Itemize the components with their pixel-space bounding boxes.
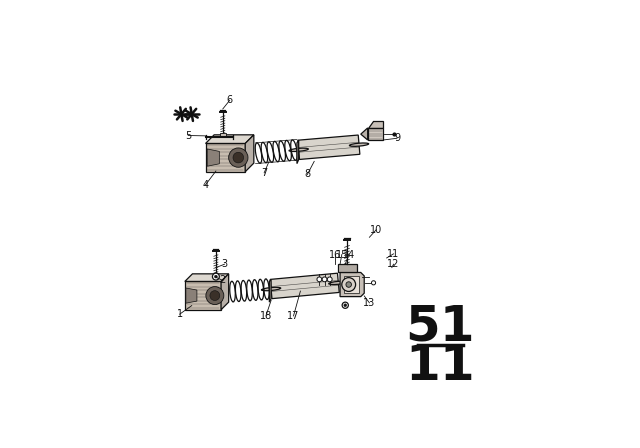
Circle shape bbox=[210, 291, 220, 301]
Ellipse shape bbox=[262, 287, 281, 291]
Circle shape bbox=[233, 152, 244, 163]
Circle shape bbox=[206, 287, 224, 305]
Text: 51: 51 bbox=[405, 302, 475, 350]
Text: 15: 15 bbox=[335, 250, 348, 259]
Circle shape bbox=[346, 282, 351, 287]
Polygon shape bbox=[185, 281, 221, 310]
Text: 11: 11 bbox=[405, 342, 475, 390]
Circle shape bbox=[322, 277, 327, 282]
Circle shape bbox=[327, 277, 332, 282]
Polygon shape bbox=[221, 274, 228, 310]
Text: 17: 17 bbox=[287, 311, 300, 321]
Polygon shape bbox=[245, 135, 254, 172]
Circle shape bbox=[317, 277, 322, 282]
Circle shape bbox=[228, 148, 248, 167]
Circle shape bbox=[371, 281, 376, 285]
Polygon shape bbox=[367, 121, 383, 128]
Text: 18: 18 bbox=[260, 311, 272, 321]
Text: 16: 16 bbox=[329, 250, 341, 259]
Polygon shape bbox=[207, 149, 220, 166]
Polygon shape bbox=[186, 288, 197, 303]
Text: 7: 7 bbox=[261, 168, 268, 178]
Polygon shape bbox=[269, 280, 271, 302]
Text: 12: 12 bbox=[387, 259, 400, 269]
Polygon shape bbox=[205, 143, 245, 172]
Polygon shape bbox=[297, 140, 299, 164]
Text: 4: 4 bbox=[202, 180, 209, 190]
Text: 13: 13 bbox=[364, 298, 376, 308]
Polygon shape bbox=[220, 134, 226, 136]
Ellipse shape bbox=[329, 281, 348, 284]
Ellipse shape bbox=[289, 148, 308, 151]
Text: 14: 14 bbox=[342, 250, 355, 259]
Text: 11: 11 bbox=[387, 249, 399, 259]
Bar bbox=[298, 135, 360, 159]
Polygon shape bbox=[367, 128, 383, 140]
Text: 6: 6 bbox=[227, 95, 233, 105]
Circle shape bbox=[344, 304, 347, 306]
Circle shape bbox=[212, 273, 220, 280]
Polygon shape bbox=[205, 135, 254, 143]
Circle shape bbox=[342, 278, 356, 292]
Circle shape bbox=[214, 275, 217, 278]
Text: 2: 2 bbox=[220, 276, 226, 285]
Ellipse shape bbox=[349, 143, 369, 146]
Text: 8: 8 bbox=[304, 169, 310, 180]
Text: 5: 5 bbox=[185, 130, 191, 141]
Text: 3: 3 bbox=[221, 259, 228, 269]
Text: 9: 9 bbox=[394, 133, 400, 143]
Text: 10: 10 bbox=[370, 225, 383, 235]
Text: 1: 1 bbox=[177, 309, 183, 319]
Circle shape bbox=[342, 302, 348, 308]
Polygon shape bbox=[185, 274, 228, 281]
Polygon shape bbox=[344, 276, 359, 293]
Polygon shape bbox=[361, 128, 367, 140]
Bar bbox=[270, 273, 339, 299]
Polygon shape bbox=[340, 272, 364, 297]
Polygon shape bbox=[339, 264, 357, 272]
